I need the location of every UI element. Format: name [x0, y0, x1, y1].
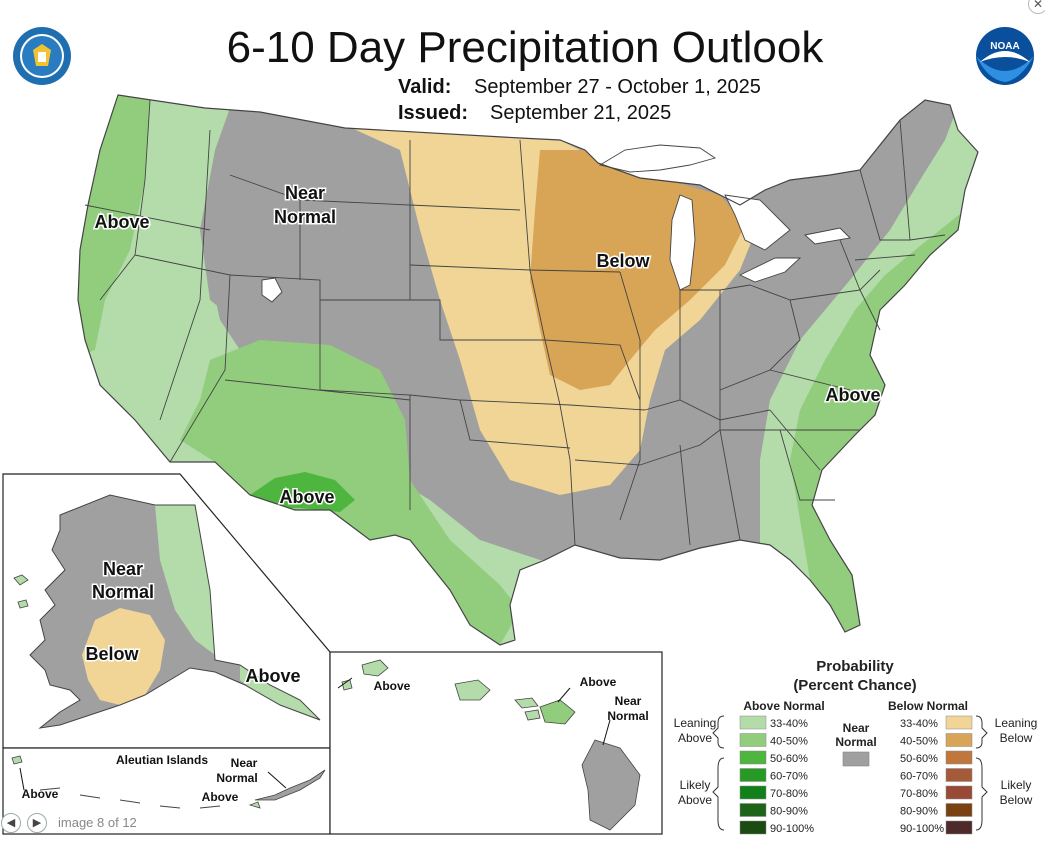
- legend-below-swatch-5: [945, 803, 973, 817]
- region-above-50-60-southwest: [250, 472, 355, 512]
- legend-likely-below-1: Likely: [1001, 778, 1032, 792]
- legend-above-label-3: 60-70%: [770, 771, 808, 783]
- legend-above-label-2: 50-60%: [770, 753, 808, 765]
- label-aleutian-near-1: Near: [231, 756, 258, 770]
- label-aleutian-above-west: Above: [22, 787, 59, 801]
- legend-below-label-5: 80-90%: [900, 806, 938, 818]
- legend-brace-leaning-above: [712, 715, 725, 749]
- noaa-logo-text: NOAA: [990, 41, 1019, 52]
- legend-above-bins: 33-40% 40-50% 50-60% 60-70% 70-80% 80-90% 90-1…: [739, 715, 814, 835]
- lake-huron: [724, 194, 791, 251]
- next-image-button[interactable]: ▶: [27, 813, 47, 833]
- label-aleutian-title: Aleutian Islands: [116, 753, 208, 767]
- commerce-seal-icon: [13, 27, 71, 85]
- map-title: 6-10 Day Precipitation Outlook: [227, 23, 825, 72]
- legend-leaning-above-1: Leaning: [674, 716, 717, 730]
- legend-brace-leaning-below: [975, 715, 988, 749]
- previous-image-button[interactable]: ◀: [1, 813, 21, 833]
- lake-ontario: [804, 227, 851, 245]
- label-ak-above: Above: [245, 666, 300, 686]
- legend-below-swatch-4: [945, 785, 973, 800]
- legend-likely-below-2: Below: [1000, 793, 1033, 807]
- legend-near-1: Near: [843, 721, 870, 735]
- legend-above-label-4: 70-80%: [770, 788, 808, 800]
- label-aleutian-near-2: Normal: [216, 771, 257, 785]
- legend-above-swatch-3: [739, 768, 767, 782]
- label-hi-above-west: Above: [374, 679, 411, 693]
- legend-leaning-below-1: Leaning: [995, 716, 1038, 730]
- legend-leaning-above-2: Above: [678, 731, 712, 745]
- label-ak-near-1: Near: [103, 559, 143, 579]
- legend-above-label-0: 33-40%: [770, 718, 808, 730]
- label-near-normal-west-1: Near: [285, 183, 325, 203]
- issued-value: September 21, 2025: [490, 102, 671, 124]
- region-above-40-50-southwest: [180, 340, 520, 645]
- legend-below-swatch-6: [945, 820, 973, 835]
- legend-title-2: (Percent Chance): [793, 677, 916, 694]
- legend-above-label-6: 90-100%: [770, 823, 814, 835]
- legend-below-label-4: 70-80%: [900, 788, 938, 800]
- label-hi-above-east: Above: [580, 675, 617, 689]
- legend-above-label-1: 40-50%: [770, 736, 808, 748]
- legend-above-label-5: 80-90%: [770, 806, 808, 818]
- legend-below-swatch-3: [945, 768, 973, 782]
- legend-brace-likely-below: [975, 757, 988, 831]
- legend-above-header: Above Normal: [743, 699, 824, 713]
- legend-above-swatch-6: [739, 820, 767, 835]
- legend-near-swatch: [842, 751, 870, 767]
- hawaii-inset: [329, 651, 663, 835]
- label-above-east: Above: [825, 385, 880, 405]
- state-borders: [84, 99, 946, 546]
- image-counter: image 8 of 12: [58, 815, 137, 830]
- legend-below-swatch-1: [945, 733, 973, 747]
- lake-michigan: [669, 194, 696, 291]
- legend-below-swatch-2: [945, 750, 973, 765]
- label-below-central: Below: [596, 251, 650, 271]
- legend-near-2: Normal: [835, 735, 876, 749]
- legend-leaning-below-2: Below: [1000, 731, 1033, 745]
- legend-above-swatch-0: [739, 715, 767, 730]
- great-salt-lake: [261, 277, 283, 303]
- legend-below-label-2: 50-60%: [900, 753, 938, 765]
- legend-likely-above-2: Above: [678, 793, 712, 807]
- region-ak-below-leaning: [82, 608, 165, 705]
- legend: Probability (Percent Chance) Above Norma…: [674, 658, 1038, 835]
- valid-label: Valid:: [398, 76, 451, 98]
- label-above-southwest: Above: [279, 487, 334, 507]
- lake-superior: [598, 144, 717, 173]
- label-ak-below: Below: [85, 644, 139, 664]
- legend-above-swatch-5: [739, 803, 767, 817]
- label-hi-near-1: Near: [615, 694, 642, 708]
- alaska-inset: [2, 473, 331, 749]
- noaa-logo-icon: NOAA: [976, 27, 1034, 85]
- label-above-west: Above: [94, 212, 149, 232]
- legend-above-swatch-4: [739, 785, 767, 800]
- aleutian-inset: [2, 747, 331, 835]
- legend-below-label-6: 90-100%: [900, 823, 944, 835]
- legend-below-bins: 33-40% 40-50% 50-60% 60-70% 70-80% 80-90% 90-1…: [900, 715, 973, 835]
- legend-below-label-0: 33-40%: [900, 718, 938, 730]
- region-ak-above-leaning: [155, 505, 215, 655]
- legend-brace-likely-above: [712, 757, 725, 831]
- valid-value: September 27 - October 1, 2025: [474, 76, 761, 98]
- legend-above-swatch-1: [739, 733, 767, 747]
- legend-below-label-1: 40-50%: [900, 736, 938, 748]
- legend-title-1: Probability: [816, 658, 894, 675]
- legend-below-label-3: 60-70%: [900, 771, 938, 783]
- legend-below-swatch-0: [945, 715, 973, 730]
- label-near-normal-west-2: Normal: [274, 207, 336, 227]
- label-ak-near-2: Normal: [92, 582, 154, 602]
- issued-label: Issued:: [398, 102, 468, 124]
- legend-below-header: Below Normal: [888, 699, 968, 713]
- close-icon[interactable]: ✕: [1028, 0, 1045, 14]
- label-aleutian-above-east: Above: [202, 790, 239, 804]
- legend-above-swatch-2: [739, 750, 767, 765]
- lake-erie: [738, 257, 802, 283]
- legend-likely-above-1: Likely: [680, 778, 711, 792]
- label-hi-near-2: Normal: [607, 709, 648, 723]
